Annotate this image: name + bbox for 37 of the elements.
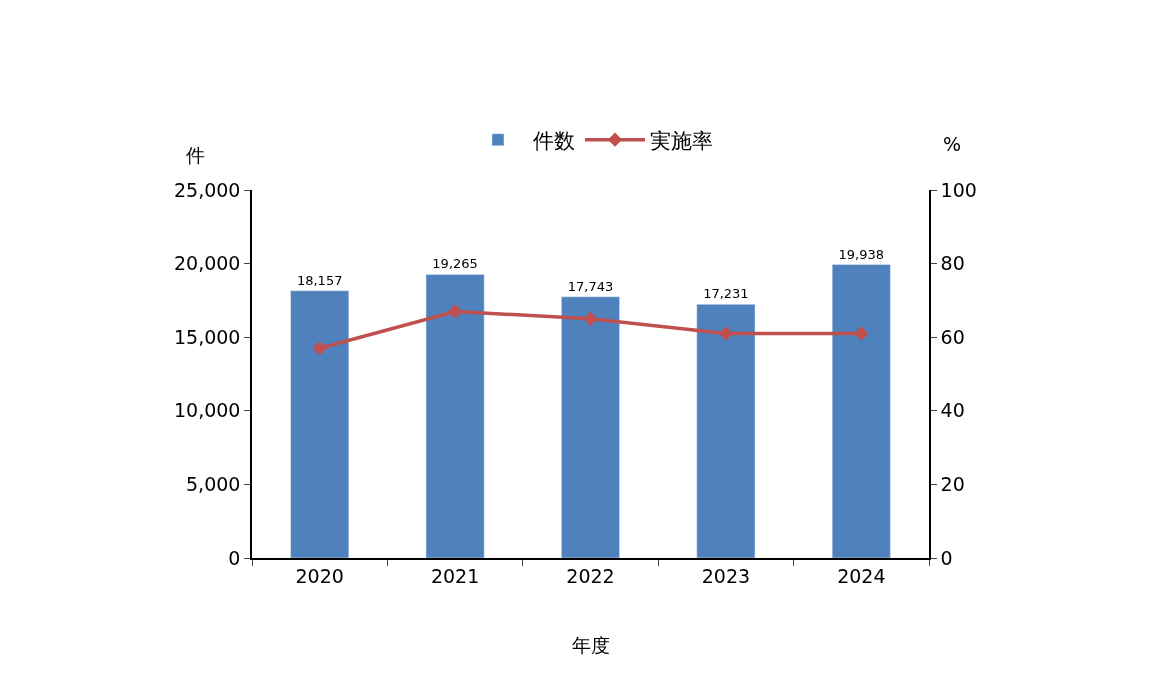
bar <box>290 290 350 558</box>
y2-tick-label: 20 <box>940 473 965 496</box>
data-label: 19,265 <box>432 256 478 272</box>
point <box>447 304 463 319</box>
point <box>854 326 869 341</box>
y-axis-title: 件 <box>186 144 205 166</box>
point <box>718 326 734 341</box>
y-tick-label: 25,000 <box>173 178 241 201</box>
y-tick-label: 0 <box>228 546 241 569</box>
data-label: 18,157 <box>296 272 343 288</box>
legend-label: 実施率 <box>650 128 713 153</box>
x-tick-label: 2021 <box>430 564 480 587</box>
y2-tick-label: 100 <box>940 178 977 201</box>
bar <box>425 274 485 558</box>
bar <box>696 304 756 558</box>
x-tick-label: 2023 <box>701 564 751 587</box>
bar <box>561 296 620 558</box>
bar <box>831 264 891 558</box>
y2-tick-label: 80 <box>940 252 965 275</box>
y-tick-label: 15,000 <box>173 325 241 348</box>
x-tick-label: 2024 <box>837 564 886 587</box>
y2-tick-label: 40 <box>940 399 965 422</box>
x-axis-title: 年度 <box>572 634 610 656</box>
point <box>583 311 598 326</box>
data-label: 19,938 <box>838 246 885 262</box>
y-tick-label: 10,000 <box>173 399 241 422</box>
y-tick-label: 5,000 <box>186 473 241 496</box>
x-tick-label: 2020 <box>295 564 344 587</box>
y2-tick-label: 0 <box>940 546 953 569</box>
x-tick-label: 2022 <box>566 564 615 587</box>
y2-tick-label: 60 <box>940 325 965 348</box>
y-tick-label: 20,000 <box>173 252 241 275</box>
legend-label: 件数 <box>533 128 575 153</box>
point <box>312 341 327 356</box>
data-label: 17,743 <box>567 278 614 294</box>
y2-axis-title: % <box>943 133 962 155</box>
data-label: 17,231 <box>703 286 749 302</box>
